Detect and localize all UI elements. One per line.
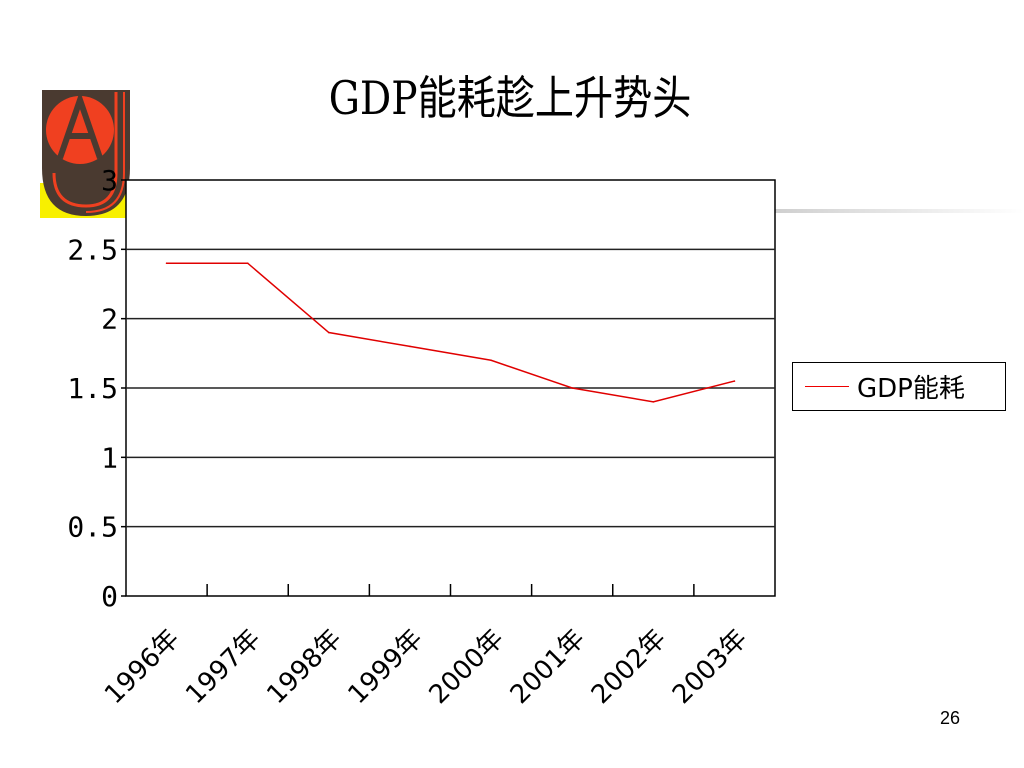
data-point [490, 359, 492, 362]
series-line [166, 262, 735, 403]
x-tick-label: 2002年 [586, 624, 672, 710]
y-tick-label: 3 [101, 164, 118, 197]
y-tick-label: 1 [101, 441, 118, 474]
slide-title: GDP能耗趁上升势头 [328, 71, 692, 125]
data-point [246, 262, 249, 265]
data-point [652, 401, 655, 403]
x-tick-label: 1999年 [342, 624, 428, 710]
data-point [571, 387, 573, 389]
y-tick-label: 2.5 [67, 233, 118, 266]
x-tick-label: 1997年 [180, 624, 266, 710]
logo-emblem [40, 90, 132, 218]
data-point [733, 380, 736, 382]
x-tick-label: 1996年 [99, 624, 185, 710]
y-tick-label: 1.5 [67, 372, 118, 405]
y-tick-label: 2 [101, 303, 118, 336]
data-point [328, 331, 330, 334]
x-tick-label: 2000年 [424, 624, 510, 710]
y-tick-label: 0.5 [67, 511, 118, 544]
legend-label: GDP能耗 [857, 374, 965, 404]
page-number: 26 [940, 708, 961, 728]
y-tick-label: 0 [101, 580, 118, 613]
legend-swatch [805, 386, 849, 387]
x-tick-label: 1998年 [261, 624, 347, 710]
x-tick-label: 2003年 [667, 624, 753, 710]
x-tick-label: 2001年 [505, 624, 591, 710]
data-point [165, 262, 168, 265]
chart-legend: GDP能耗 [792, 362, 1006, 411]
data-point [409, 345, 411, 348]
